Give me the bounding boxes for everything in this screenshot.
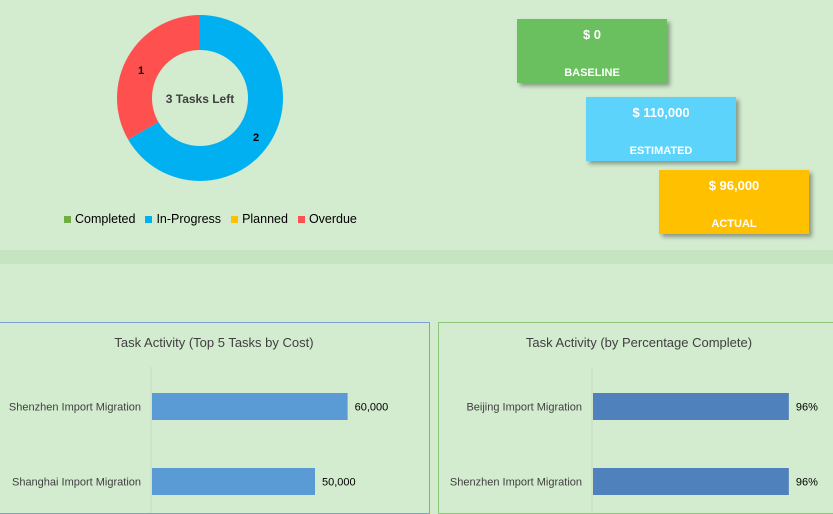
section-divider — [0, 250, 833, 264]
legend-label-completed: Completed — [75, 212, 136, 226]
chart-panel-task-cost: Task Activity (Top 5 Tasks by Cost) Shen… — [0, 322, 430, 514]
donut-legend: Completed In-Progress Planned Overdue — [64, 212, 357, 226]
legend-item-planned: Planned — [231, 212, 288, 226]
kpi-baseline-label: BASELINE — [564, 67, 620, 79]
kpi-estimated-label: ESTIMATED — [629, 145, 693, 157]
bar-data-label: 60,000 — [355, 402, 389, 414]
bar — [152, 393, 348, 420]
legend-label-overdue: Overdue — [308, 212, 357, 226]
legend-swatch-completed — [64, 215, 71, 223]
legend-item-in-progress: In-Progress — [145, 212, 221, 226]
chart-title-task-cost: Task Activity (Top 5 Tasks by Cost) — [114, 335, 314, 350]
category-tick-label: Shenzhen Import Migration — [9, 402, 141, 414]
kpi-actual-value: $ 96,000 — [708, 178, 760, 193]
legend-label-planned: Planned — [242, 212, 288, 226]
bar-chart-task-pct: Beijing Import Migration 96% Shenzhen Impo… — [450, 367, 818, 513]
category-tick-label: Shenzhen Import Migration — [450, 477, 582, 489]
donut-slice-overdue — [117, 15, 200, 140]
bar-data-label: 50,000 — [322, 477, 356, 489]
bar-data-label: 96% — [796, 402, 818, 414]
chart-panel-task-pct: Task Activity (by Percentage Complete) B… — [438, 322, 833, 514]
bar-data-label: 96% — [796, 477, 818, 489]
category-tick-label: Beijing Import Migration — [466, 402, 582, 414]
chart-title-task-pct: Task Activity (by Percentage Complete) — [525, 335, 753, 350]
legend-item-completed: Completed — [64, 212, 135, 226]
kpi-card-actual: $ 96,000 ACTUAL — [659, 170, 809, 234]
donut-slice-label-overdue: 1 — [138, 65, 144, 77]
kpi-baseline-value: $ 0 — [582, 27, 602, 42]
donut-center-label: 3 Tasks Left — [166, 92, 234, 106]
legend-item-overdue: Overdue — [297, 212, 357, 226]
legend-swatch-in-progress — [145, 215, 153, 223]
bar — [152, 468, 315, 495]
kpi-estimated-value: $ 110,000 — [632, 105, 690, 120]
donut-slice-in-progress — [128, 15, 283, 181]
bar-chart-task-cost: Shenzhen Import Migration 60,000 Shanghai … — [9, 367, 389, 513]
kpi-card-baseline: $ 0 BASELINE — [517, 19, 667, 83]
legend-swatch-planned — [231, 215, 239, 223]
bar — [593, 468, 789, 495]
kpi-actual-label: ACTUAL — [711, 218, 757, 230]
task-status-donut-chart: 3 Tasks Left 1 2 — [117, 15, 283, 181]
bar — [593, 393, 789, 420]
legend-swatch-overdue — [297, 215, 305, 223]
donut-slice-label-in-progress: 2 — [253, 132, 259, 144]
legend-label-in-progress: In-Progress — [156, 212, 222, 226]
kpi-card-estimated: $ 110,000 ESTIMATED — [586, 97, 736, 161]
category-tick-label: Shanghai Import Migration — [12, 477, 141, 489]
